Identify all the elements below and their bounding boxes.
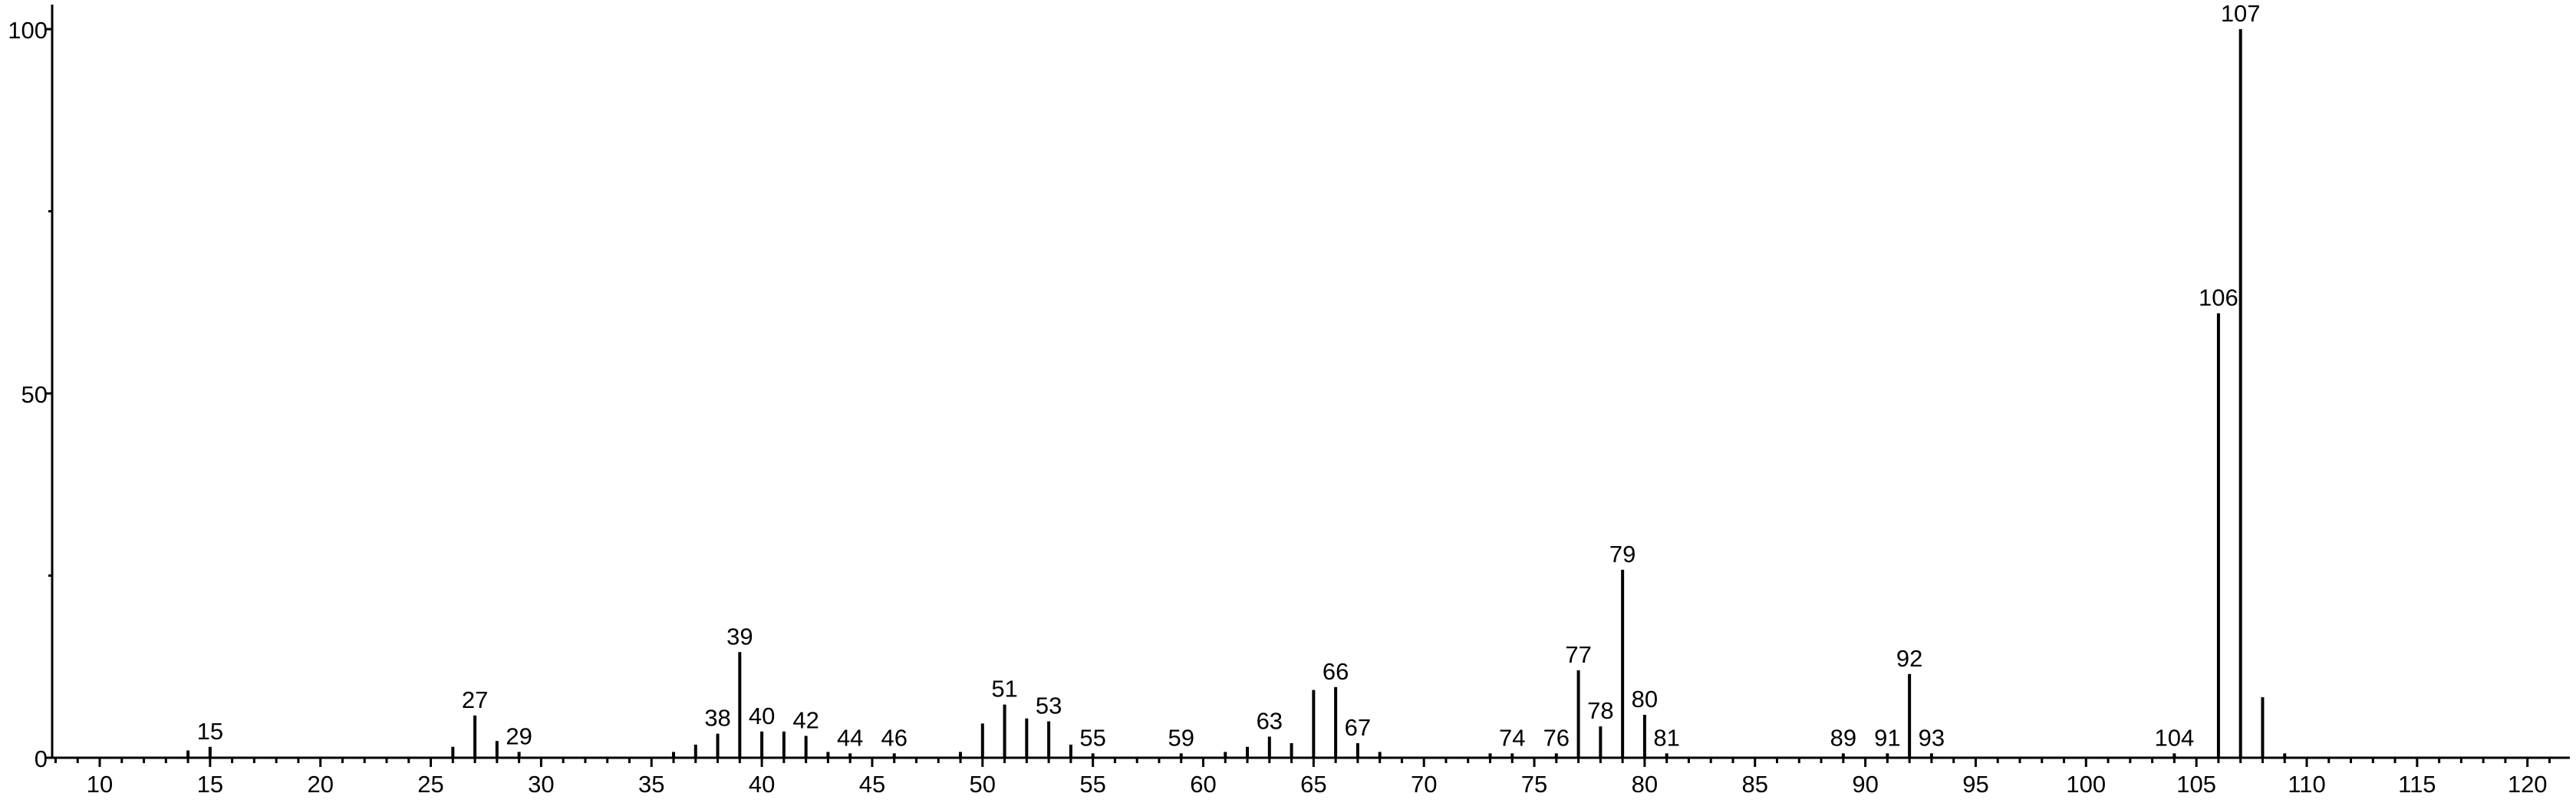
peak-label: 53 <box>1036 693 1062 719</box>
x-tick-label: 10 <box>87 771 113 798</box>
peak-label: 29 <box>506 722 532 749</box>
y-tick-label: 50 <box>21 381 48 408</box>
x-tick-label: 90 <box>1852 771 1878 798</box>
peak-label: 15 <box>197 718 223 745</box>
axes-layer: 0 50 100 10 15 20 25 30 35 40 45 50 55 60 65 70 75 80 85 90… <box>8 5 2570 798</box>
x-tick-label: 65 <box>1300 771 1326 798</box>
y-tick-label: 0 <box>35 745 48 772</box>
x-tick-label: 120 <box>2508 771 2548 798</box>
peak-label: 80 <box>1632 686 1658 712</box>
x-tick-label: 20 <box>307 771 333 798</box>
peak-label: 38 <box>704 705 730 732</box>
peak-label: 51 <box>991 676 1017 703</box>
x-tick-label: 115 <box>2398 771 2436 798</box>
peak-label: 46 <box>881 724 907 751</box>
peak-label: 107 <box>2221 0 2261 27</box>
peak-label: 76 <box>1543 724 1570 751</box>
peak-label: 74 <box>1499 724 1525 751</box>
x-tick-label: 15 <box>197 771 223 798</box>
peak-label: 55 <box>1079 724 1105 751</box>
x-tick-label: 95 <box>1962 771 1988 798</box>
x-tick-label: 80 <box>1632 771 1658 798</box>
peaks-layer <box>186 29 2287 758</box>
x-tick-label: 25 <box>417 771 443 798</box>
peak-label: 78 <box>1587 697 1613 724</box>
peak-label: 77 <box>1565 641 1591 668</box>
peak-label: 91 <box>1874 724 1900 751</box>
x-tick-label: 70 <box>1411 771 1437 798</box>
peak-label: 81 <box>1653 724 1679 751</box>
peak-label: 63 <box>1257 707 1283 734</box>
peak-label: 66 <box>1323 658 1349 685</box>
peak-label: 106 <box>2199 285 2238 311</box>
labels-layer: 15 27 29 38 39 40 42 44 46 51 53 55 59 63 66 67 74 76 77 78… <box>197 0 2261 751</box>
x-tick-label: 45 <box>859 771 885 798</box>
peak-label: 104 <box>2155 724 2195 751</box>
x-tick-label: 30 <box>528 771 554 798</box>
peak-label: 44 <box>837 724 863 751</box>
x-tick-label: 50 <box>970 771 996 798</box>
x-tick-label: 35 <box>638 771 664 798</box>
peak-label: 42 <box>792 707 819 734</box>
x-tick-label: 60 <box>1190 771 1216 798</box>
x-tick-label: 40 <box>749 771 775 798</box>
peak-label: 39 <box>726 623 753 650</box>
peak-label: 40 <box>749 703 775 729</box>
x-tick-label: 75 <box>1521 771 1547 798</box>
peak-label: 79 <box>1609 541 1636 568</box>
peak-label: 92 <box>1896 645 1922 672</box>
y-tick-label: 100 <box>8 17 48 44</box>
x-tick-label: 85 <box>1742 771 1768 798</box>
x-tick-label: 110 <box>2288 771 2325 798</box>
x-tick-label: 105 <box>2176 771 2216 798</box>
peak-label: 59 <box>1168 724 1194 751</box>
peak-label: 67 <box>1345 714 1371 741</box>
peak-label: 89 <box>1830 724 1856 751</box>
peak-label: 93 <box>1919 724 1945 751</box>
x-tick-label: 100 <box>2066 771 2106 798</box>
peak-label: 27 <box>462 686 488 713</box>
x-tick-label: 55 <box>1079 771 1105 798</box>
